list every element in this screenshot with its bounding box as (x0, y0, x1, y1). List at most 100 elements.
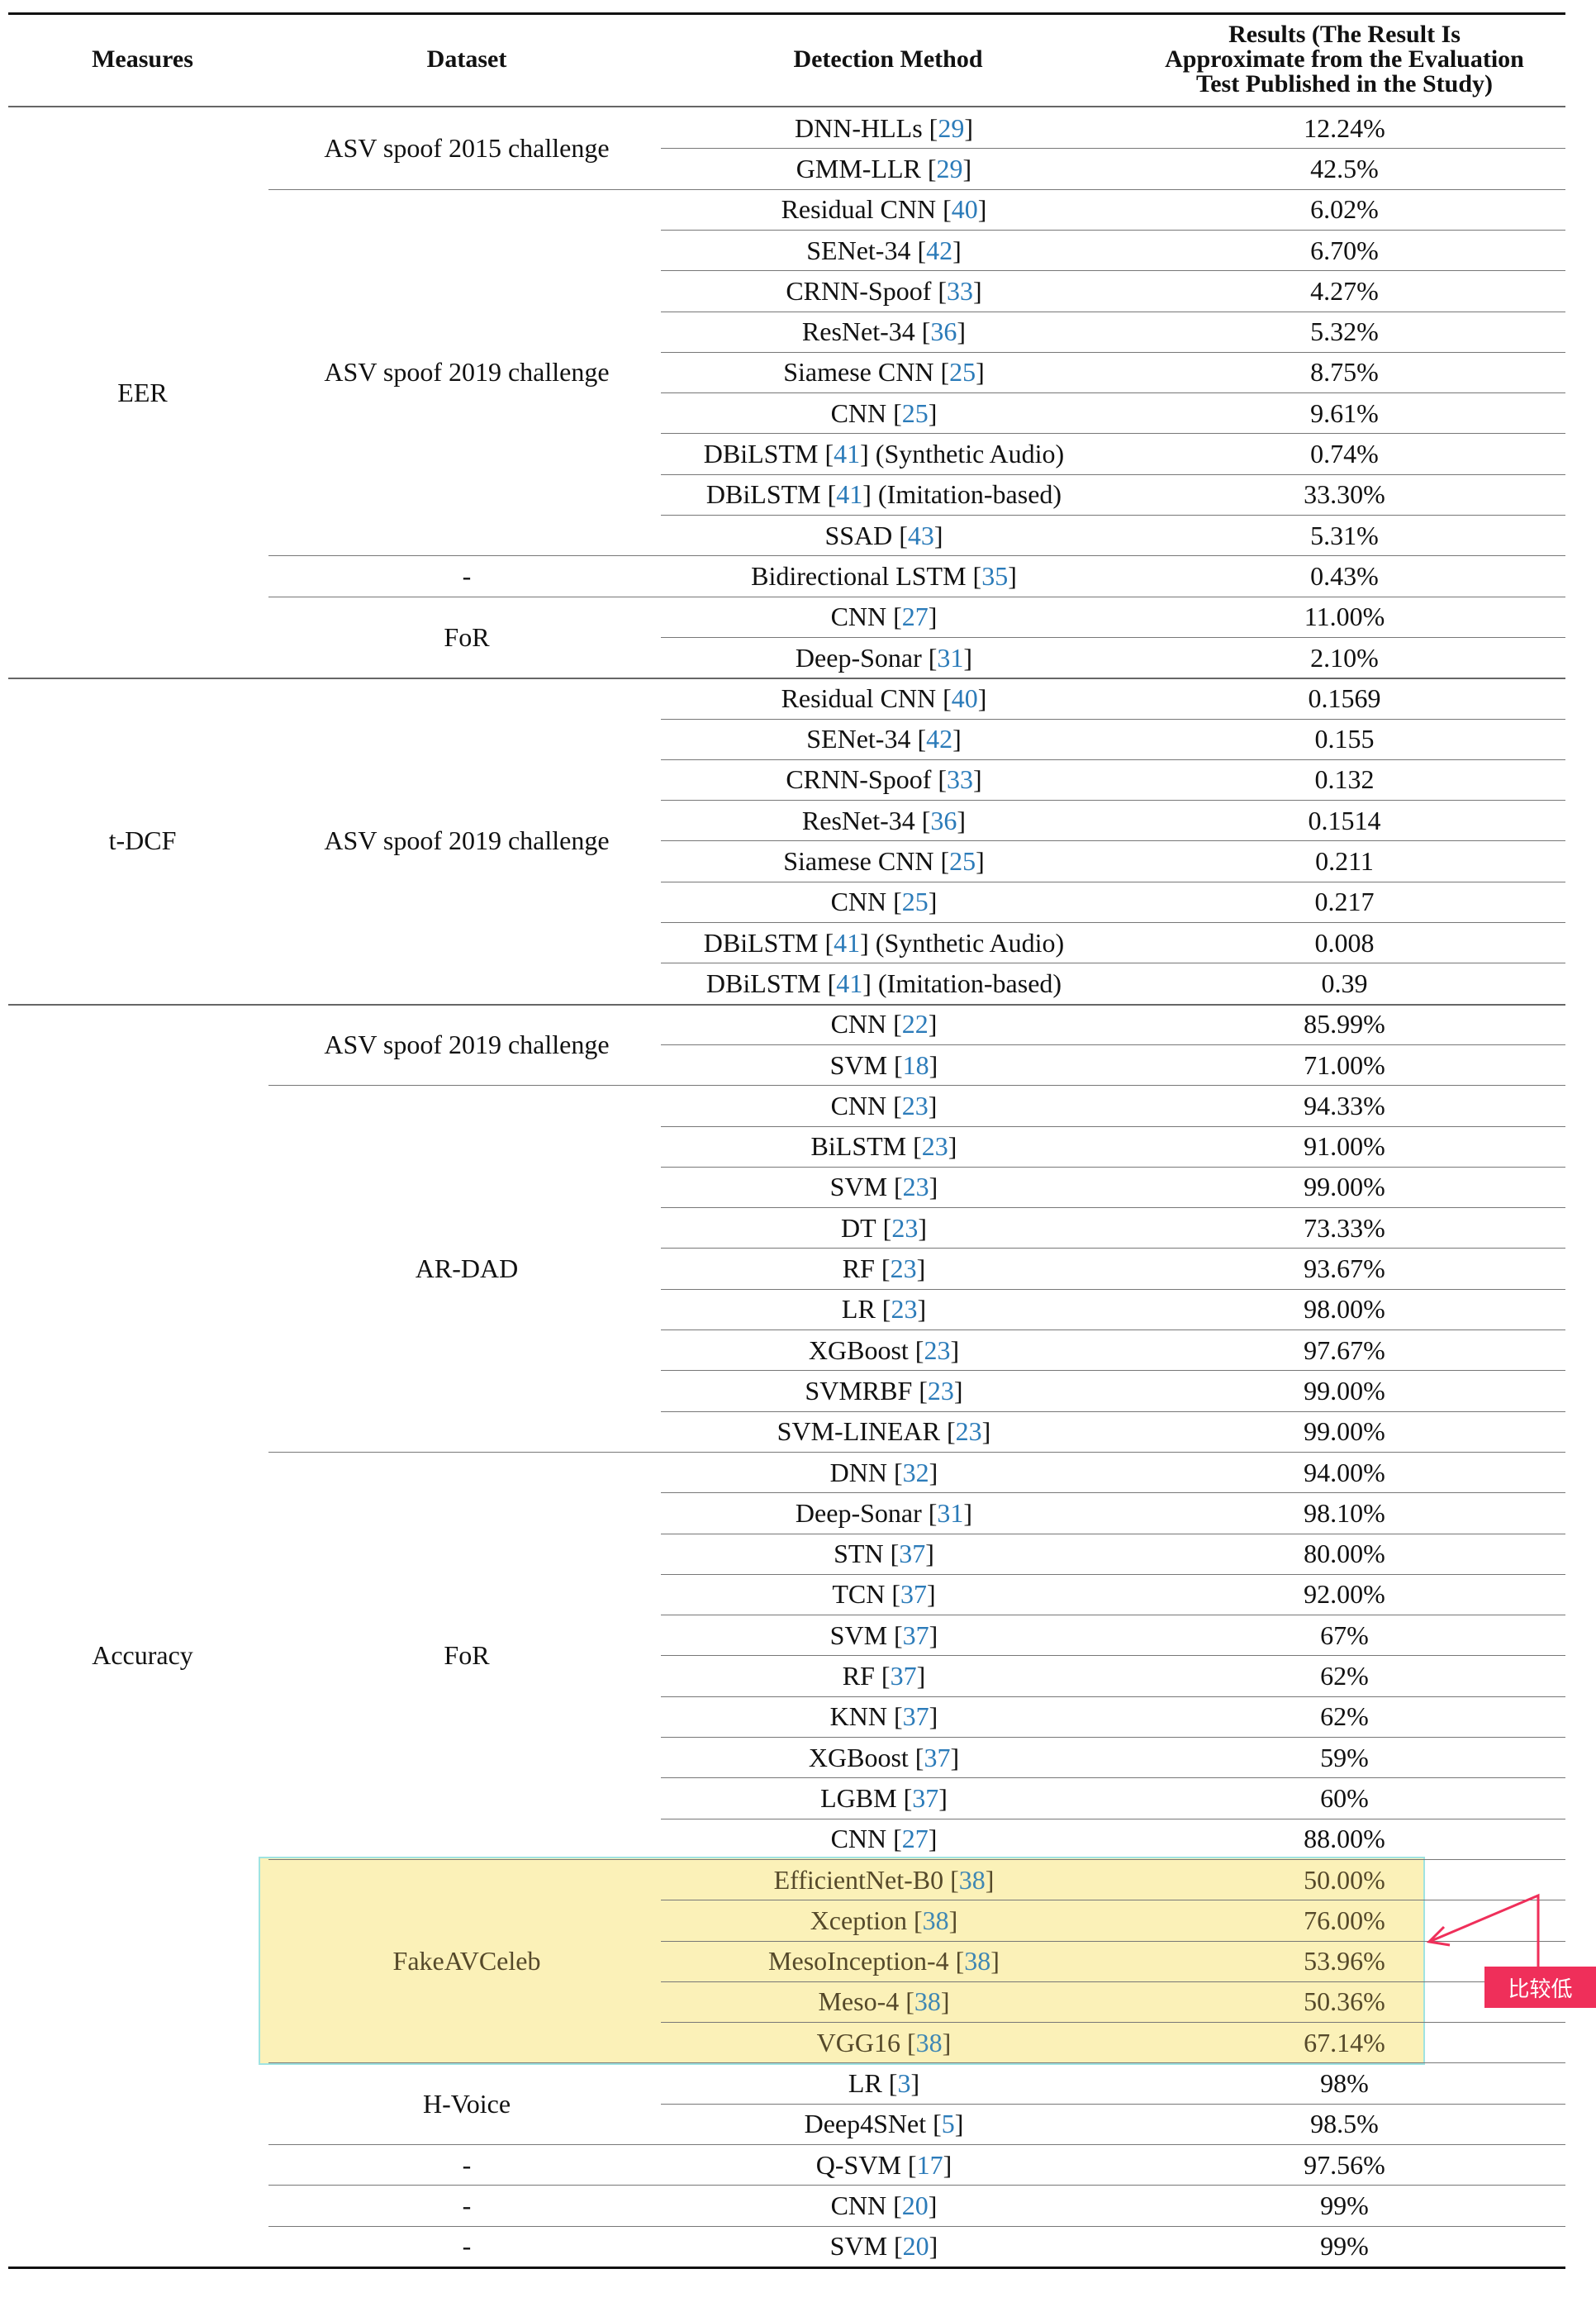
reference-link[interactable]: 23 (891, 1212, 919, 1243)
reference-link[interactable]: 29 (938, 112, 965, 143)
result-cell: 98% (1320, 2068, 1369, 2099)
bracket-open: [ (906, 1905, 923, 1935)
reference-link[interactable]: 38 (958, 1864, 986, 1895)
row-rule (661, 1492, 1565, 1494)
reference-link[interactable]: 25 (949, 357, 976, 388)
bracket-close: ] (957, 805, 967, 835)
method-cell: EfficientNet-B0 [38] (657, 1859, 1111, 1900)
row-rule (661, 351, 1565, 353)
bracket-close: ] (990, 1946, 1000, 1976)
bracket-close: ] (860, 927, 869, 958)
row-rule (661, 229, 1565, 231)
reference-link[interactable]: 22 (901, 1009, 929, 1039)
reference-link[interactable]: 37 (912, 1782, 939, 1813)
reference-link[interactable]: 23 (924, 1334, 951, 1365)
reference-link[interactable]: 36 (930, 316, 957, 347)
reference-link[interactable]: 37 (900, 1579, 927, 1610)
reference-link[interactable]: 27 (901, 1824, 929, 1854)
method-name: SVMRBF (805, 1375, 913, 1406)
method-name: Deep-Sonar (795, 642, 922, 673)
method-cell: DBiLSTM [41] (Synthetic Audio) (657, 922, 1111, 963)
method-name: SENet-34 (806, 724, 911, 754)
reference-link[interactable]: 42 (926, 235, 953, 265)
reference-link[interactable]: 37 (899, 1539, 926, 1569)
result-cell: 93.67% (1304, 1253, 1385, 1284)
reference-link[interactable]: 17 (916, 2149, 943, 2180)
bracket-close: ] (928, 1090, 938, 1120)
reference-link[interactable]: 41 (834, 927, 861, 958)
result-cell: 4.27% (1310, 275, 1379, 306)
reference-link[interactable]: 29 (936, 153, 963, 183)
reference-link[interactable]: 23 (901, 1090, 929, 1120)
bracket-open: [ (886, 887, 902, 917)
method-suffix: (Synthetic Audio) (868, 439, 1065, 469)
reference-link[interactable]: 37 (890, 1661, 917, 1691)
reference-link[interactable]: 38 (922, 1905, 949, 1935)
bracket-open: [ (896, 1782, 913, 1813)
row-rule (661, 759, 1565, 760)
reference-link[interactable]: 23 (955, 1416, 982, 1447)
reference-link[interactable]: 42 (926, 724, 953, 754)
bracket-close: ] (963, 642, 973, 673)
bracket-open: [ (892, 520, 908, 550)
method-cell: SVMRBF [23] (657, 1370, 1111, 1410)
reference-link[interactable]: 20 (901, 2190, 929, 2220)
reference-link[interactable]: 31 (937, 642, 964, 673)
result-cell: 97.56% (1304, 2149, 1385, 2180)
reference-link[interactable]: 23 (927, 1375, 954, 1406)
reference-link[interactable]: 20 (902, 2231, 929, 2262)
reference-link[interactable]: 40 (951, 194, 978, 225)
bracket-open: [ (885, 1579, 900, 1610)
reference-link[interactable]: 37 (902, 1701, 929, 1732)
method-name: DNN (829, 1457, 887, 1487)
reference-link[interactable]: 23 (902, 1172, 929, 1202)
method-cell: Q-SVM [17] (657, 2144, 1111, 2185)
reference-link[interactable]: 38 (914, 1986, 941, 2017)
dataset-rule (268, 555, 1565, 557)
reference-link[interactable]: 25 (901, 397, 929, 428)
reference-link[interactable]: 27 (901, 602, 929, 632)
reference-link[interactable]: 43 (907, 520, 934, 550)
method-cell: SVM [23] (657, 1167, 1111, 1207)
reference-link[interactable]: 35 (981, 560, 1009, 591)
row-rule (661, 1940, 1565, 1942)
result-cell: 62% (1320, 1661, 1369, 1691)
row-rule (661, 1573, 1565, 1575)
dataset-rule (268, 2062, 1565, 2064)
bracket-close: ] (929, 2231, 938, 2262)
reference-link[interactable]: 31 (937, 1497, 964, 1528)
reference-link[interactable]: 18 (902, 1049, 929, 1080)
reference-link[interactable]: 23 (921, 1131, 948, 1162)
reference-link[interactable]: 38 (964, 1946, 991, 1976)
reference-link[interactable]: 23 (890, 1253, 917, 1284)
reference-link[interactable]: 23 (891, 1294, 918, 1325)
reference-link[interactable]: 3 (897, 2068, 911, 2099)
reference-link[interactable]: 36 (930, 805, 957, 835)
reference-link[interactable]: 25 (949, 846, 976, 877)
method-cell: KNN [37] (657, 1696, 1111, 1737)
method-cell: SVM [20] (657, 2226, 1111, 2267)
reference-link[interactable]: 41 (834, 439, 861, 469)
method-name: CNN (830, 1090, 887, 1120)
reference-link[interactable]: 37 (924, 1742, 951, 1772)
bracket-close: ] (928, 2190, 938, 2220)
bracket-open: [ (922, 112, 938, 143)
reference-link[interactable]: 37 (902, 1620, 929, 1650)
reference-link[interactable]: 41 (836, 968, 863, 998)
reference-link[interactable]: 33 (947, 764, 973, 795)
result-cell: 92.00% (1304, 1579, 1385, 1610)
reference-link[interactable]: 40 (951, 683, 978, 713)
result-cell: 0.43% (1310, 560, 1379, 591)
row-rule (661, 148, 1565, 150)
bracket-open: [ (936, 683, 952, 713)
reference-link[interactable]: 32 (902, 1457, 929, 1487)
bracket-open: [ (933, 357, 950, 388)
reference-link[interactable]: 5 (941, 2109, 955, 2139)
reference-link[interactable]: 33 (947, 275, 973, 306)
reference-link[interactable]: 25 (901, 887, 929, 917)
reference-link[interactable]: 41 (836, 479, 863, 510)
reference-link[interactable]: 38 (915, 2027, 943, 2057)
bracket-close: ] (928, 397, 938, 428)
result-cell: 33.30% (1304, 479, 1385, 510)
